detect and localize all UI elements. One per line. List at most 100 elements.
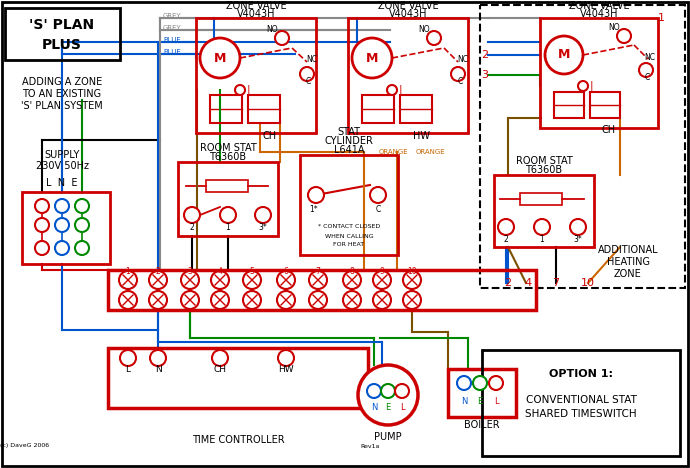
- Text: 5: 5: [250, 268, 255, 277]
- Text: 4: 4: [524, 278, 531, 288]
- Text: OPTION 1:: OPTION 1:: [549, 369, 613, 379]
- Text: 230V 50Hz: 230V 50Hz: [35, 161, 88, 171]
- Text: CONVENTIONAL STAT: CONVENTIONAL STAT: [526, 395, 636, 405]
- Text: E: E: [386, 402, 391, 411]
- Circle shape: [181, 291, 199, 309]
- Bar: [362, 95, 394, 123]
- Circle shape: [149, 291, 167, 309]
- Text: V4043H: V4043H: [388, 9, 427, 19]
- Circle shape: [451, 67, 465, 81]
- Circle shape: [119, 271, 137, 289]
- Circle shape: [457, 376, 471, 390]
- Circle shape: [255, 207, 271, 223]
- Circle shape: [639, 63, 653, 77]
- Text: WHEN CALLING: WHEN CALLING: [325, 234, 373, 239]
- Circle shape: [277, 291, 295, 309]
- Text: FOR HEAT: FOR HEAT: [333, 242, 364, 248]
- Circle shape: [617, 29, 631, 43]
- Circle shape: [403, 291, 421, 309]
- Text: BLUE: BLUE: [163, 49, 181, 55]
- Bar: [206, 180, 248, 192]
- Text: 3*: 3*: [573, 235, 582, 244]
- Circle shape: [373, 291, 391, 309]
- Bar: [210, 95, 242, 123]
- Circle shape: [184, 207, 200, 223]
- Circle shape: [211, 271, 229, 289]
- Bar: [590, 92, 620, 118]
- Text: 1: 1: [226, 224, 230, 233]
- Text: 1*: 1*: [310, 205, 318, 214]
- Text: PLUS: PLUS: [42, 38, 82, 52]
- Circle shape: [200, 38, 240, 78]
- Text: SHARED TIMESWITCH: SHARED TIMESWITCH: [525, 409, 637, 419]
- Circle shape: [570, 219, 586, 235]
- Bar: [400, 95, 432, 123]
- Text: CYLINDER: CYLINDER: [324, 136, 373, 146]
- Text: N: N: [461, 396, 467, 405]
- Text: NO: NO: [608, 23, 620, 32]
- Circle shape: [277, 271, 295, 289]
- Circle shape: [358, 365, 418, 425]
- Text: CH: CH: [263, 131, 277, 141]
- Text: T6360B: T6360B: [210, 152, 246, 162]
- Bar: [248, 95, 280, 123]
- Circle shape: [35, 199, 49, 213]
- Text: ORANGE: ORANGE: [378, 149, 408, 155]
- Circle shape: [370, 187, 386, 203]
- Circle shape: [55, 241, 69, 255]
- Text: |: |: [398, 85, 402, 95]
- Text: ADDITIONAL: ADDITIONAL: [598, 245, 658, 255]
- Text: NC: NC: [644, 52, 656, 61]
- Text: NC: NC: [306, 56, 317, 65]
- Circle shape: [343, 291, 361, 309]
- Text: 2: 2: [156, 268, 160, 277]
- Text: C: C: [644, 73, 649, 82]
- Text: |: |: [589, 81, 593, 91]
- Circle shape: [278, 350, 294, 366]
- Text: |: |: [246, 85, 250, 95]
- Text: STAT: STAT: [337, 127, 360, 137]
- Text: C: C: [457, 78, 462, 87]
- Circle shape: [55, 199, 69, 213]
- Bar: [5, 8, 120, 60]
- Bar: [196, 18, 316, 133]
- Text: ZONE VALVE: ZONE VALVE: [569, 1, 629, 11]
- Text: 9: 9: [380, 268, 384, 277]
- Text: 8: 8: [350, 268, 355, 277]
- Circle shape: [498, 219, 514, 235]
- Circle shape: [243, 271, 261, 289]
- Text: 3: 3: [188, 268, 193, 277]
- Text: M: M: [366, 51, 378, 65]
- Text: ZONE VALVE: ZONE VALVE: [377, 1, 438, 11]
- Circle shape: [473, 376, 487, 390]
- Text: 2: 2: [482, 50, 489, 60]
- Bar: [108, 348, 368, 408]
- Text: L: L: [493, 396, 498, 405]
- Circle shape: [578, 81, 588, 91]
- Text: ZONE VALVE: ZONE VALVE: [226, 1, 286, 11]
- Text: 2: 2: [190, 224, 195, 233]
- Text: ROOM STAT: ROOM STAT: [515, 156, 573, 166]
- Text: T6360B: T6360B: [526, 165, 562, 175]
- Text: ROOM STAT: ROOM STAT: [199, 143, 257, 153]
- Text: L  N  E: L N E: [46, 178, 78, 188]
- Text: ZONE: ZONE: [614, 269, 642, 279]
- Text: C: C: [306, 78, 310, 87]
- Circle shape: [300, 67, 314, 81]
- Bar: [348, 18, 468, 133]
- Text: 10: 10: [407, 268, 417, 277]
- Text: N: N: [371, 402, 377, 411]
- Text: HEATING: HEATING: [607, 257, 649, 267]
- Text: NC: NC: [457, 56, 469, 65]
- Circle shape: [119, 291, 137, 309]
- Bar: [22, 192, 110, 264]
- Text: HW: HW: [278, 366, 294, 374]
- Text: CH: CH: [213, 366, 226, 374]
- Text: 2: 2: [504, 235, 509, 244]
- Text: (c) DaveG 2006: (c) DaveG 2006: [1, 444, 50, 448]
- Circle shape: [35, 218, 49, 232]
- Circle shape: [343, 271, 361, 289]
- Text: SUPPLY: SUPPLY: [44, 150, 79, 160]
- Text: 'S' PLAN SYSTEM: 'S' PLAN SYSTEM: [21, 101, 103, 111]
- Text: ORANGE: ORANGE: [415, 149, 445, 155]
